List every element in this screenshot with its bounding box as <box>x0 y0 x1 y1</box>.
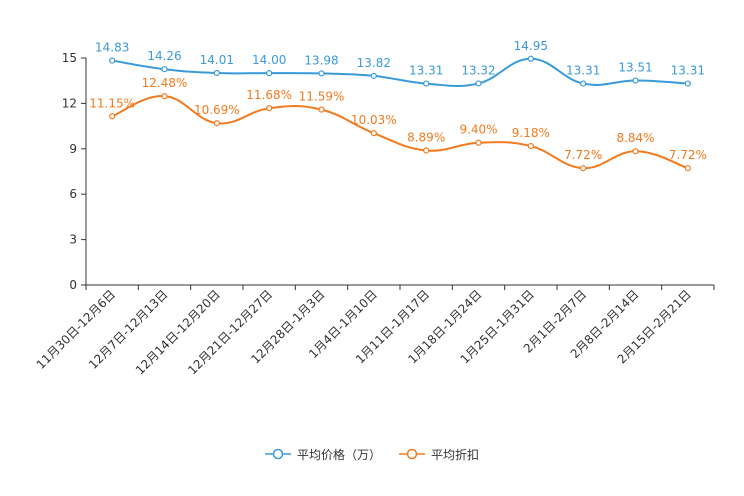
series-0: 14.83 14.26 14.01 14.00 13.98 13.82 13.31 13.32… <box>95 39 705 88</box>
data-point[interactable] <box>213 69 220 77</box>
data-point[interactable] <box>527 55 534 62</box>
series-line <box>111 95 689 170</box>
data-point[interactable] <box>213 120 220 127</box>
data-point[interactable] <box>161 93 168 100</box>
legend-item-discount[interactable]: 平均折扣 <box>399 446 479 463</box>
data-point[interactable] <box>580 80 587 87</box>
data-label: 14.26 <box>147 49 181 63</box>
data-label: 13.51 <box>618 61 652 75</box>
series-line <box>112 57 688 88</box>
data-point[interactable] <box>423 80 430 87</box>
data-point[interactable] <box>370 72 377 79</box>
data-point[interactable] <box>370 130 377 137</box>
data-label: 9.40% <box>459 123 497 137</box>
data-label: 14.01 <box>200 53 234 67</box>
series-1: 11.15% 12.48% 10.69% 11.68% 11.59% 10.03% 8.89… <box>89 76 707 172</box>
line-chart: 0 3 6 9 12 15 11月30日-12月6日12月7日-12月13日12月14日-… <box>34 39 715 377</box>
data-label: 8.84% <box>616 131 654 145</box>
data-label: 8.89% <box>407 130 445 144</box>
data-label: 14.95 <box>514 39 548 53</box>
y-tick-label: 15 <box>62 51 77 65</box>
data-point[interactable] <box>632 77 639 84</box>
legend-label-discount: 平均折扣 <box>431 447 480 462</box>
data-label: 13.31 <box>566 64 600 78</box>
data-label: 13.98 <box>304 53 338 67</box>
data-label: 13.31 <box>409 64 443 78</box>
legend-label-price: 平均价格（万） <box>296 447 381 462</box>
y-tick-label: 3 <box>69 233 77 247</box>
legend-line-circle-icon <box>264 448 291 460</box>
data-point[interactable] <box>580 165 587 172</box>
data-label: 14.00 <box>252 53 286 67</box>
data-label: 11.15% <box>89 96 135 110</box>
legend: 平均价格（万） 平均折扣 <box>0 442 744 466</box>
series-layer: 14.83 14.26 14.01 14.00 13.98 13.82 13.31 13.32… <box>89 39 707 172</box>
data-point[interactable] <box>684 165 691 172</box>
data-label: 10.69% <box>194 103 240 117</box>
data-point[interactable] <box>266 70 273 77</box>
data-label: 10.03% <box>351 113 397 127</box>
data-label: 11.68% <box>246 88 292 102</box>
data-label: 13.31 <box>671 64 705 78</box>
data-point[interactable] <box>318 106 325 113</box>
legend-line-circle-icon <box>399 448 425 460</box>
data-point[interactable] <box>632 148 639 155</box>
data-point[interactable] <box>684 80 691 87</box>
data-label: 13.32 <box>461 63 495 77</box>
data-label: 7.72% <box>669 148 707 162</box>
data-point[interactable] <box>475 139 482 146</box>
y-tick-label: 0 <box>69 278 77 292</box>
y-tick-label: 9 <box>69 142 77 156</box>
legend-item-price[interactable]: 平均价格（万） <box>264 446 381 463</box>
data-label: 7.72% <box>564 148 602 162</box>
data-label: 11.59% <box>299 90 345 104</box>
y-tick-label: 12 <box>62 96 77 110</box>
data-point[interactable] <box>318 70 325 77</box>
data-point[interactable] <box>475 80 482 87</box>
data-point[interactable] <box>423 147 430 154</box>
x-axis: 11月30日-12月6日12月7日-12月13日12月14日-12月20日12月… <box>34 284 715 377</box>
data-label: 13.82 <box>357 56 391 70</box>
data-label: 14.83 <box>95 41 129 55</box>
data-point[interactable] <box>266 105 273 112</box>
data-point[interactable] <box>109 57 116 64</box>
data-point[interactable] <box>161 66 168 73</box>
y-axis: 0 3 6 9 12 15 <box>62 51 87 292</box>
data-label: 12.48% <box>142 76 188 90</box>
data-label: 9.18% <box>512 126 550 140</box>
data-point[interactable] <box>527 142 534 150</box>
y-tick-label: 6 <box>69 187 77 201</box>
data-point[interactable] <box>109 113 116 120</box>
